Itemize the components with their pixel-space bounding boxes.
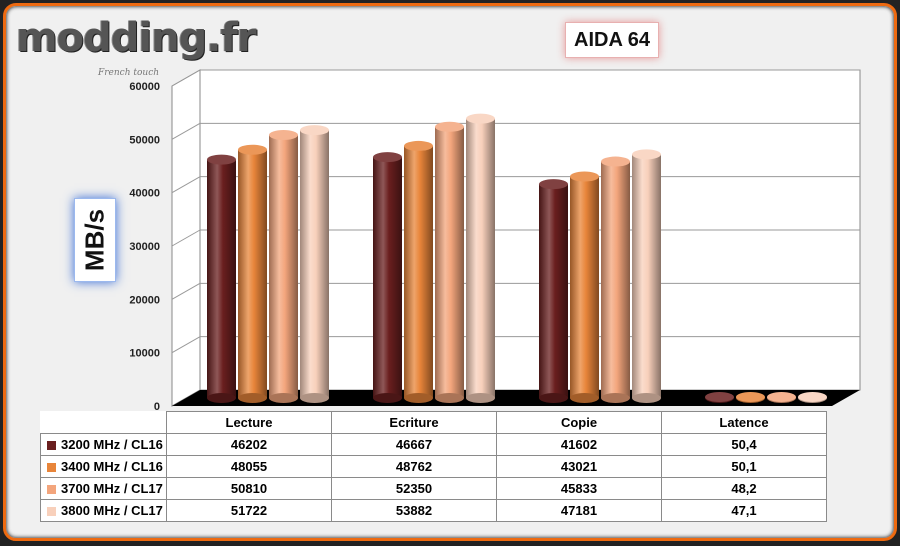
bar-base bbox=[435, 393, 464, 403]
bar-copie-series1 bbox=[539, 184, 568, 398]
legend-entry: 3800 MHz / CL17 bbox=[40, 499, 167, 522]
data-table-cell: 43021 bbox=[496, 455, 662, 478]
bar-top bbox=[767, 392, 796, 402]
gridline-side bbox=[171, 69, 201, 87]
bar-base bbox=[539, 393, 568, 403]
bar-top bbox=[300, 125, 329, 136]
data-table-corner bbox=[41, 412, 167, 434]
data-table-cell: 47,1 bbox=[661, 499, 827, 522]
bar-lecture-series4 bbox=[300, 130, 329, 398]
bar-top bbox=[435, 121, 464, 132]
category-header-latence: Latence bbox=[661, 411, 827, 434]
bar-copie-series2 bbox=[570, 176, 599, 398]
y-tick-label: 40000 bbox=[129, 188, 160, 200]
y-axis-label-box: MB/s bbox=[74, 198, 116, 282]
bar-lecture-series3 bbox=[269, 135, 298, 398]
data-table-row: 3700 MHz / CL17 50810 52350 45833 48,2 bbox=[40, 477, 827, 500]
gridline-side bbox=[171, 176, 201, 194]
data-table-cell: 50,4 bbox=[661, 433, 827, 456]
data-table-cell: 52350 bbox=[331, 477, 497, 500]
bar-copie-series4 bbox=[632, 154, 661, 398]
bar-top bbox=[207, 154, 236, 165]
y-axis-label: MB/s bbox=[79, 208, 110, 272]
gridline-side bbox=[171, 336, 201, 354]
bar-top bbox=[601, 156, 630, 167]
bar-top bbox=[269, 130, 298, 141]
bar-ecriture-series1 bbox=[373, 157, 402, 398]
legend-label: 3800 MHz / CL17 bbox=[61, 503, 163, 518]
bar-top bbox=[798, 392, 827, 402]
gridline-side bbox=[171, 282, 201, 300]
bar-base bbox=[300, 393, 329, 403]
data-table-cell: 47181 bbox=[496, 499, 662, 522]
category-header-lecture: Lecture bbox=[166, 411, 332, 434]
data-table-cell: 50,1 bbox=[661, 455, 827, 478]
data-table-cell: 53882 bbox=[331, 499, 497, 522]
data-table-cell: 41602 bbox=[496, 433, 662, 456]
y-tick-label: 0 bbox=[154, 401, 160, 413]
bar-base bbox=[632, 393, 661, 403]
bar-top bbox=[404, 140, 433, 151]
legend-label: 3400 MHz / CL16 bbox=[61, 459, 163, 474]
y-tick-label: 50000 bbox=[129, 134, 160, 146]
site-logo-tagline: French touch bbox=[98, 68, 160, 78]
bar-base bbox=[404, 393, 433, 403]
bar-ecriture-series2 bbox=[404, 145, 433, 398]
bar-top bbox=[570, 171, 599, 182]
bar-top bbox=[539, 179, 568, 190]
data-table-cell: 46202 bbox=[166, 433, 332, 456]
bar-base bbox=[601, 393, 630, 403]
bar-copie-series3 bbox=[601, 161, 630, 398]
data-table-cell: 51722 bbox=[166, 499, 332, 522]
bar-top bbox=[466, 113, 495, 124]
bar-base bbox=[466, 393, 495, 403]
legend-entry: 3200 MHz / CL16 bbox=[40, 433, 167, 456]
chart-title: AIDA 64 bbox=[565, 22, 659, 58]
data-table-cell: 48055 bbox=[166, 455, 332, 478]
data-table-cell: 48762 bbox=[331, 455, 497, 478]
bar-lecture-series1 bbox=[207, 159, 236, 398]
bar-top bbox=[238, 144, 267, 155]
bar-base bbox=[207, 393, 236, 403]
bar-base bbox=[373, 393, 402, 403]
data-table-cell: 48,2 bbox=[661, 477, 827, 500]
legend-swatch bbox=[47, 507, 56, 517]
y-tick-label: 30000 bbox=[129, 241, 160, 253]
legend-label: 3200 MHz / CL16 bbox=[61, 437, 163, 452]
data-table-cell: 45833 bbox=[496, 477, 662, 500]
gridline-side bbox=[171, 122, 201, 140]
bar-ecriture-series4 bbox=[466, 118, 495, 398]
data-table-row: 3800 MHz / CL17 51722 53882 47181 47,1 bbox=[40, 499, 827, 522]
legend-swatch bbox=[47, 485, 56, 495]
category-header-copie: Copie bbox=[496, 411, 662, 434]
bar-top bbox=[373, 152, 402, 163]
legend-swatch bbox=[47, 441, 56, 451]
data-table-cell: 46667 bbox=[331, 433, 497, 456]
y-tick-label: 20000 bbox=[129, 294, 160, 306]
data-table-row: 3200 MHz / CL16 46202 46667 41602 50,4 bbox=[40, 433, 827, 456]
data-table-row: 3400 MHz / CL16 48055 48762 43021 50,1 bbox=[40, 455, 827, 478]
site-logo: modding.fr bbox=[16, 15, 257, 61]
bar-ecriture-series3 bbox=[435, 126, 464, 399]
bar-top bbox=[705, 392, 734, 402]
data-table: Lecture Ecriture Copie Latence 3200 MHz … bbox=[40, 411, 827, 522]
bar-lecture-series2 bbox=[238, 149, 267, 398]
data-table-cell: 50810 bbox=[166, 477, 332, 500]
legend-entry: 3700 MHz / CL17 bbox=[40, 477, 167, 500]
data-table-header: Lecture Ecriture Copie Latence bbox=[41, 411, 827, 434]
gridline-side bbox=[171, 229, 201, 247]
bar-base bbox=[238, 393, 267, 403]
legend-label: 3700 MHz / CL17 bbox=[61, 481, 163, 496]
category-header-ecriture: Ecriture bbox=[331, 411, 497, 434]
legend-swatch bbox=[47, 463, 56, 473]
bar-top bbox=[736, 392, 765, 402]
chart-floor bbox=[172, 390, 860, 406]
y-tick-label: 60000 bbox=[129, 81, 160, 93]
legend-entry: 3400 MHz / CL16 bbox=[40, 455, 167, 478]
bar-base bbox=[269, 393, 298, 403]
y-tick-label: 10000 bbox=[129, 348, 160, 360]
bar-base bbox=[570, 393, 599, 403]
bar-top bbox=[632, 149, 661, 160]
